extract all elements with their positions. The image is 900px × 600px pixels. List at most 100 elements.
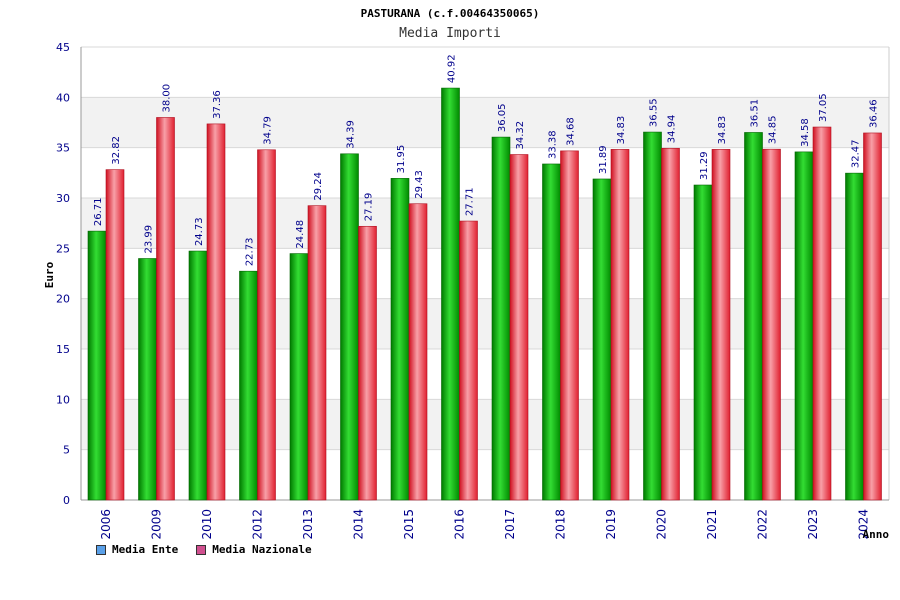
data-label: 29.43 [414,170,425,199]
y-tick-label: 20 [56,293,70,306]
legend: Media Ente Media Nazionale [96,543,312,556]
data-label: 27.19 [364,193,375,222]
bar-media-nazionale [408,203,428,501]
bar-media-ente [643,131,662,501]
bar-media-ente [845,172,864,501]
legend-item-media-nazionale: Media Nazionale [196,543,312,556]
x-tick-label: 2010 [200,509,214,540]
bar-media-nazionale [358,225,377,501]
bar-media-ente [188,250,208,501]
data-label: 29.24 [313,172,324,201]
data-label: 38.00 [162,84,173,113]
legend-swatch-nazionale [196,544,207,555]
data-label: 31.29 [699,151,710,180]
bar-media-nazionale [812,126,832,501]
bar-media-ente [491,136,511,501]
bar-media-nazionale [863,132,882,501]
x-axis-label: Anno [863,528,890,541]
data-label: 37.36 [212,90,223,119]
x-tick-label: 2006 [99,509,113,540]
bar-media-ente [239,270,258,501]
legend-label-ente: Media Ente [112,543,179,556]
data-label: 23.99 [144,225,155,254]
x-tick-label: 2012 [251,509,265,540]
data-label: 34.83 [717,116,728,145]
data-label: 31.95 [396,145,407,174]
bar-media-nazionale [711,149,731,501]
x-tick-label: 2017 [503,509,517,540]
bar-media-nazionale [257,149,276,501]
plot-area: 0 5 10 15 20 25 30 35 40 45 26.71 32.82 2006 23.99 38.… [56,41,890,540]
x-tick-label: 2014 [352,509,366,540]
data-label: 34.83 [616,116,627,145]
bar-media-ente [138,258,157,501]
y-axis-label: Euro [43,261,56,288]
bar-media-ente [592,178,612,501]
legend-swatch-ente [96,544,106,555]
x-tick-label: 2018 [554,509,568,540]
y-tick-label: 30 [56,192,70,205]
bar-media-nazionale [610,149,630,501]
bar-media-nazionale [105,169,125,501]
data-label: 37.05 [818,93,829,122]
data-label: 36.46 [869,99,880,128]
data-label: 32.47 [851,139,862,168]
data-label: 26.71 [93,197,104,226]
x-tick-label: 2016 [453,509,467,540]
bar-media-ente [340,153,359,501]
bar-media-nazionale [509,154,529,501]
data-label: 36.05 [497,103,508,132]
y-tick-label: 5 [63,444,70,457]
data-label: 34.58 [800,118,811,147]
bar-media-nazionale [156,117,175,501]
y-tick-label: 35 [56,142,70,155]
data-label: 34.94 [667,115,678,144]
data-label: 22.73 [245,238,256,267]
bar-media-nazionale [307,205,327,501]
y-tick-label: 25 [56,242,70,255]
y-tick-label: 10 [56,393,70,406]
bar-media-ente [289,253,309,501]
x-tick-label: 2013 [301,509,315,540]
bar-media-nazionale [560,150,579,501]
x-tick-label: 2024 [857,509,871,540]
data-label: 34.32 [515,121,526,150]
bar-media-ente [441,87,460,501]
bar-media-ente [693,184,713,501]
data-label: 24.48 [295,220,306,249]
bar-media-nazionale [459,220,478,501]
data-label: 32.82 [111,136,122,165]
legend-label-nazionale: Media Nazionale [212,543,312,556]
data-label: 31.89 [598,145,609,174]
data-label: 34.79 [263,116,274,145]
x-tick-label: 2023 [806,509,820,540]
data-label: 34.85 [768,116,779,145]
chart-subtitle: Media Importi [399,26,501,41]
bar-media-ente [87,230,107,501]
y-tick-label: 45 [56,41,70,54]
data-label: 36.55 [649,98,660,127]
bar-media-nazionale [206,123,226,501]
x-tick-label: 2021 [705,509,719,540]
data-label: 36.51 [750,99,761,128]
bar-media-ente [390,178,410,501]
data-label: 34.39 [346,120,357,149]
y-tick-label: 0 [63,494,70,507]
x-tick-label: 2009 [150,509,164,540]
y-tick-label: 15 [56,343,70,356]
bar-media-ente [542,163,561,501]
x-tick-label: 2020 [655,509,669,540]
x-tick-label: 2015 [402,509,416,540]
x-tick-label: 2019 [604,509,618,540]
bar-media-ente [794,151,814,501]
legend-item-media-ente: Media Ente [96,543,178,556]
y-tick-label: 40 [56,91,70,104]
bar-media-nazionale [661,147,680,501]
bar-media-nazionale [762,148,781,501]
data-label: 34.68 [566,117,577,146]
x-tick-label: 2022 [756,509,770,540]
data-label: 24.73 [194,217,205,246]
data-label: 33.38 [548,130,559,159]
data-label: 27.71 [465,187,476,216]
